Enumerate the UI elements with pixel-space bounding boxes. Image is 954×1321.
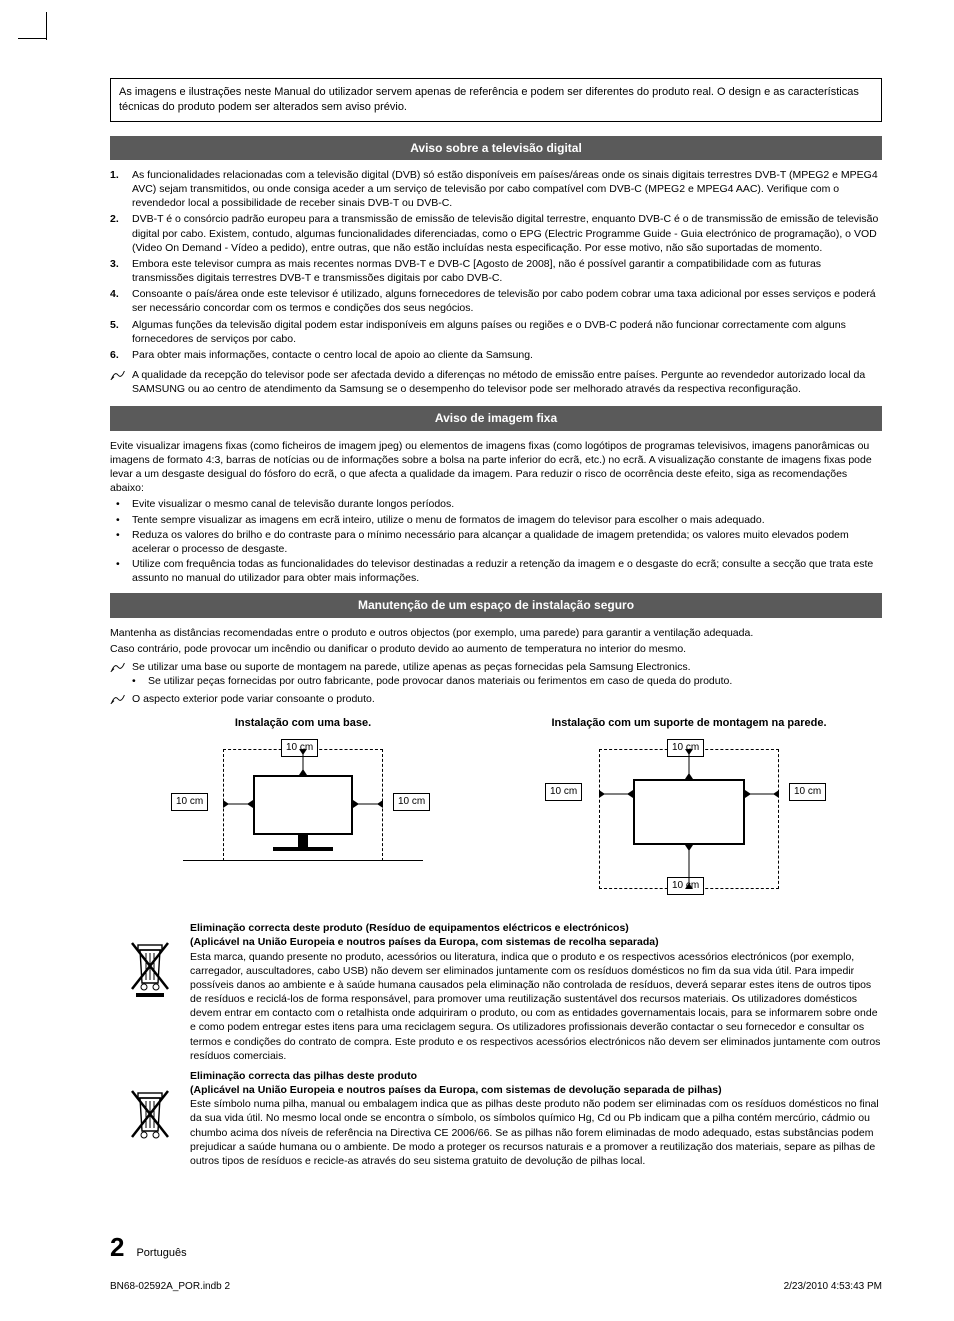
disposal-product: Eliminação correcta deste produto (Resíd…: [110, 921, 882, 1063]
disposal-battery-text: Eliminação correcta das pilhas deste pro…: [190, 1069, 882, 1168]
weee-bin-icon: [110, 921, 190, 1063]
list-number: 6.: [110, 348, 132, 362]
section1-item: Algumas funções da televisão digital pod…: [132, 318, 882, 346]
section1-item: As funcionalidades relacionadas com a te…: [132, 168, 882, 211]
install-stand-title: Instalação com uma base.: [110, 716, 496, 731]
bullet-marker: •: [132, 674, 148, 688]
section1-item: Para obter mais informações, contacte o …: [132, 348, 882, 362]
list-number: 2.: [110, 212, 132, 255]
list-number: 3.: [110, 257, 132, 285]
disposal1-h1: Eliminação correcta deste produto (Resíd…: [190, 921, 882, 935]
section2-bullet: Tente sempre visualizar as imagens em ec…: [132, 513, 882, 527]
disposal-product-text: Eliminação correcta deste produto (Resíd…: [190, 921, 882, 1063]
section1-note-text: A qualidade da recepção do televisor pod…: [132, 368, 882, 396]
dist-right-label: 10 cm: [789, 783, 826, 801]
section3-note1: Se utilizar uma base ou suporte de monta…: [110, 660, 882, 674]
battery-bin-icon: [110, 1069, 190, 1168]
section2-title-bar: Aviso de imagem fixa: [110, 406, 882, 430]
section3-note2-text: O aspecto exterior pode variar consoante…: [132, 692, 882, 706]
intro-note-box: As imagens e ilustrações neste Manual do…: [110, 78, 882, 122]
bullet-marker: •: [116, 513, 132, 527]
dist-right-label: 10 cm: [393, 793, 430, 811]
section1-item: DVB-T é o consórcio padrão europeu para …: [132, 212, 882, 255]
note-icon: [110, 692, 132, 706]
section1-title-bar: Aviso sobre a televisão digital: [110, 136, 882, 160]
note-icon: [110, 368, 132, 396]
intro-text: As imagens e ilustrações neste Manual do…: [119, 86, 859, 113]
section1-item: Consoante o país/área onde este televiso…: [132, 287, 882, 315]
install-wall-title: Instalação com um suporte de montagem na…: [496, 716, 882, 731]
section2-bullets: •Evite visualizar o mesmo canal de telev…: [116, 497, 882, 585]
section3-sub: • Se utilizar peças fornecidas por outro…: [132, 674, 882, 688]
diagram-stand: 10 cm 10 cm 10 cm: [153, 743, 453, 883]
install-stand-col: Instalação com uma base. 10 cm 10 cm 10 …: [110, 716, 496, 903]
note-icon: [110, 660, 132, 674]
footer-timestamp: 2/23/2010 4:53:43 PM: [784, 1280, 882, 1294]
section2-bullet: Utilize com frequência todas as funciona…: [132, 557, 882, 585]
disposal-battery: Eliminação correcta das pilhas deste pro…: [110, 1069, 882, 1168]
list-number: 1.: [110, 168, 132, 211]
section3-p2: Caso contrário, pode provocar um incêndi…: [110, 642, 882, 656]
dist-left-label: 10 cm: [545, 783, 582, 801]
bullet-marker: •: [116, 528, 132, 556]
diagram-wall: 10 cm 10 cm 10 cm 10 cm: [539, 743, 839, 903]
disposal1-h2: (Aplicável na União Europeia e noutros p…: [190, 935, 882, 949]
section1-note: A qualidade da recepção do televisor pod…: [110, 368, 882, 396]
bullet-marker: •: [116, 557, 132, 585]
section3-sub-text: Se utilizar peças fornecidas por outro f…: [148, 674, 732, 688]
section1-list: 1.As funcionalidades relacionadas com a …: [110, 168, 882, 362]
dist-left-label: 10 cm: [171, 793, 208, 811]
bullet-marker: •: [116, 497, 132, 511]
section3-title-bar: Manutenção de um espaço de instalação se…: [110, 593, 882, 617]
section3-title: Manutenção de um espaço de instalação se…: [358, 598, 634, 612]
section1-item: Embora este televisor cumpra as mais rec…: [132, 257, 882, 285]
section1-title: Aviso sobre a televisão digital: [410, 141, 582, 155]
footer-doc-id: BN68-02592A_POR.indb 2: [110, 1280, 230, 1294]
install-wall-col: Instalação com um suporte de montagem na…: [496, 716, 882, 903]
install-diagrams: Instalação com uma base. 10 cm 10 cm 10 …: [110, 716, 882, 903]
section3-p1: Mantenha as distâncias recomendadas entr…: [110, 626, 882, 640]
disposal2-h1: Eliminação correcta das pilhas deste pro…: [190, 1069, 882, 1083]
disposal2-h2: (Aplicável na União Europeia e noutros p…: [190, 1083, 882, 1097]
page-number-row: 2 Português: [110, 1230, 187, 1265]
page-language: Português: [136, 1246, 186, 1261]
section2-bullet: Evite visualizar o mesmo canal de televi…: [132, 497, 882, 511]
section2-intro: Evite visualizar imagens fixas (como fic…: [110, 439, 882, 496]
section2-bullet: Reduza os valores do brilho e do contras…: [132, 528, 882, 556]
section3-note1-text: Se utilizar uma base ou suporte de monta…: [132, 660, 882, 674]
disposal2-body: Este símbolo numa pilha, manual ou embal…: [190, 1097, 882, 1168]
page-number: 2: [110, 1230, 124, 1265]
section2-title: Aviso de imagem fixa: [435, 411, 557, 425]
disposal1-body: Esta marca, quando presente no produto, …: [190, 950, 882, 1063]
section3-note2: O aspecto exterior pode variar consoante…: [110, 692, 882, 706]
list-number: 4.: [110, 287, 132, 315]
list-number: 5.: [110, 318, 132, 346]
